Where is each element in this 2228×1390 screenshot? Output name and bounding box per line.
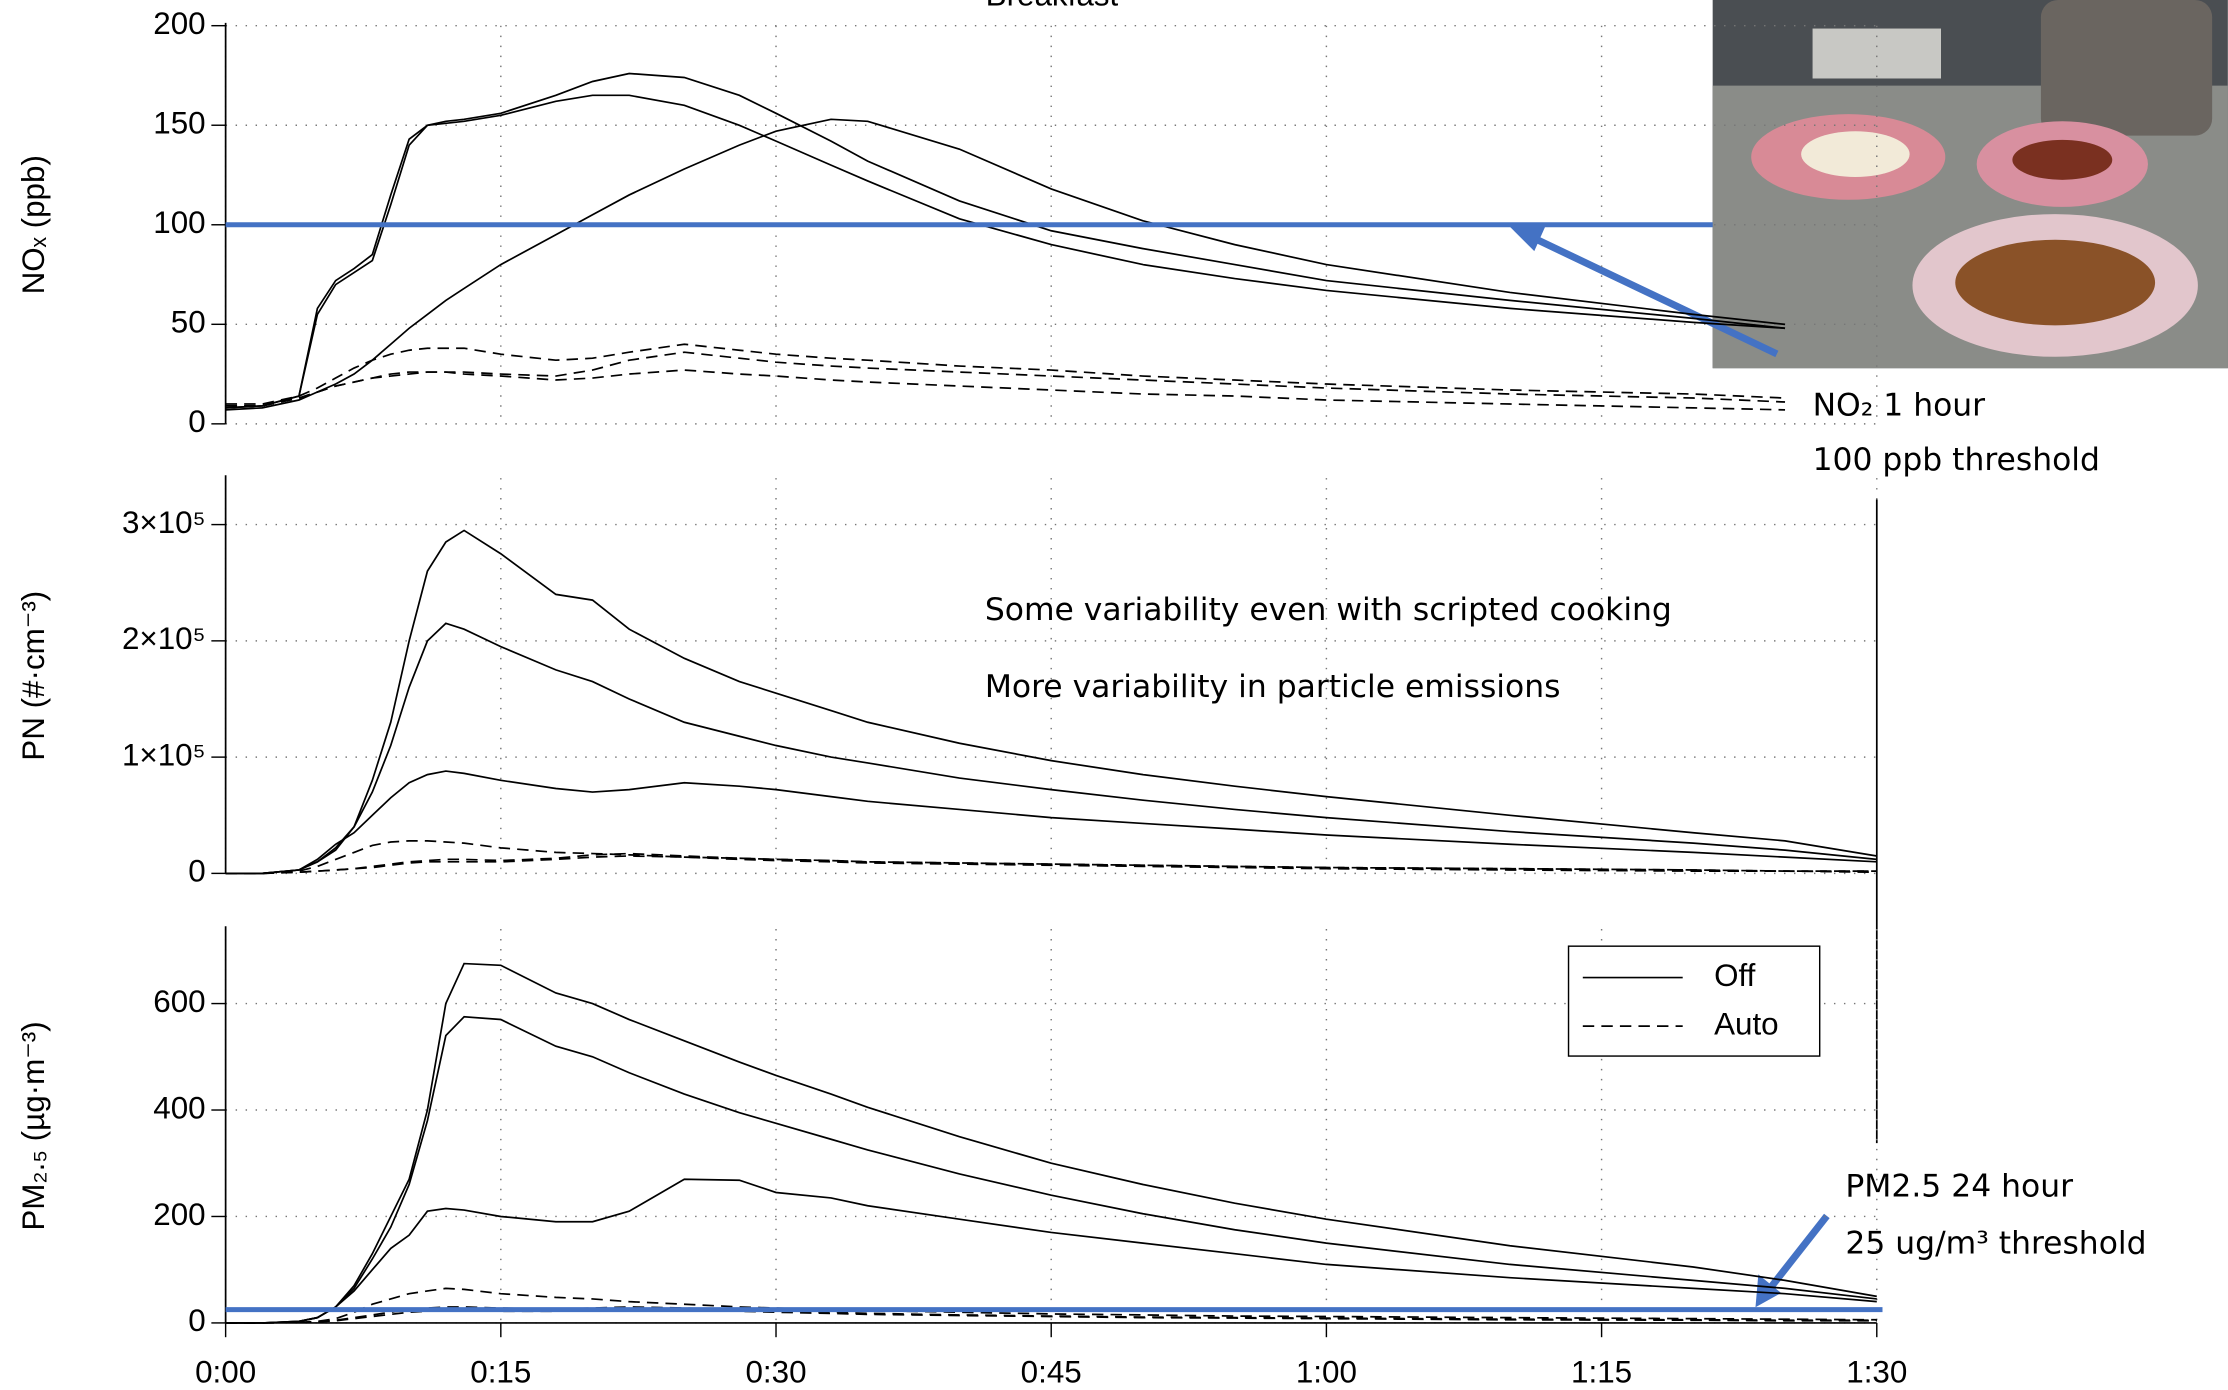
series-line: [225, 343, 1786, 405]
y-axis-label: NOₓ (ppb): [16, 155, 51, 294]
series-line: [225, 1308, 1877, 1324]
y-tick-label: 400: [153, 1090, 205, 1125]
y-tick-label: 0: [188, 404, 205, 439]
chart-title: Breakfast: [986, 0, 1119, 12]
y-tick-label: 200: [153, 6, 205, 41]
threshold-arrows: [1510, 225, 1830, 1308]
y-axis-label: PN (#·cm⁻³): [16, 591, 51, 761]
x-tick-label: 0:30: [745, 1355, 806, 1390]
x-tick-label: 0:45: [1021, 1355, 1082, 1390]
series-line: [225, 369, 1786, 411]
series-line: [225, 1287, 1877, 1324]
series-line: [225, 118, 1786, 411]
series-line: [225, 855, 1877, 875]
legend-label: Off: [1714, 958, 1756, 993]
series-line: [225, 622, 1877, 875]
series-line: [225, 1178, 1877, 1324]
series-line: [225, 351, 1786, 407]
y-tick-label: 200: [153, 1197, 205, 1232]
series-line: [225, 72, 1786, 409]
x-tick-label: 1:15: [1571, 1355, 1632, 1390]
y-tick-label: 1×10⁵: [122, 737, 206, 772]
annotation: 25 ug/m³ threshold: [1845, 1225, 2146, 1261]
series-line: [225, 94, 1786, 409]
photo: [1712, 0, 2228, 369]
y-tick-label: 100: [153, 205, 205, 240]
series-line: [225, 962, 1877, 1324]
series-line: [225, 852, 1877, 875]
y-tick-label: 0: [188, 854, 205, 889]
annotation: 100 ppb threshold: [1813, 442, 2100, 478]
series-line: [225, 770, 1877, 875]
y-axis-label: PM₂.₅ (µg·m⁻³): [16, 1021, 51, 1230]
x-tick-label: 0:00: [195, 1355, 256, 1390]
y-tick-label: 150: [153, 106, 205, 141]
annotation: NO₂ 1 hour: [1813, 388, 1986, 424]
annotation: More variability in particle emissions: [985, 669, 1561, 705]
y-tick-label: 2×10⁵: [122, 621, 206, 656]
y-tick-label: 50: [171, 305, 206, 340]
x-tick-label: 1:00: [1296, 1355, 1357, 1390]
y-tick-label: 600: [153, 984, 205, 1019]
x-tick-label: 0:15: [470, 1355, 531, 1390]
y-tick-label: 3×10⁵: [122, 505, 206, 540]
x-tick-label: 1:30: [1846, 1355, 1907, 1390]
annotation: Some variability even with scripted cook…: [985, 592, 1672, 628]
legend-label: Auto: [1714, 1006, 1779, 1041]
legend-box: [1567, 945, 1821, 1057]
y-tick-label: 0: [188, 1303, 205, 1338]
series-line: [225, 1015, 1877, 1324]
annotation: PM2.5 24 hour: [1845, 1168, 2073, 1204]
